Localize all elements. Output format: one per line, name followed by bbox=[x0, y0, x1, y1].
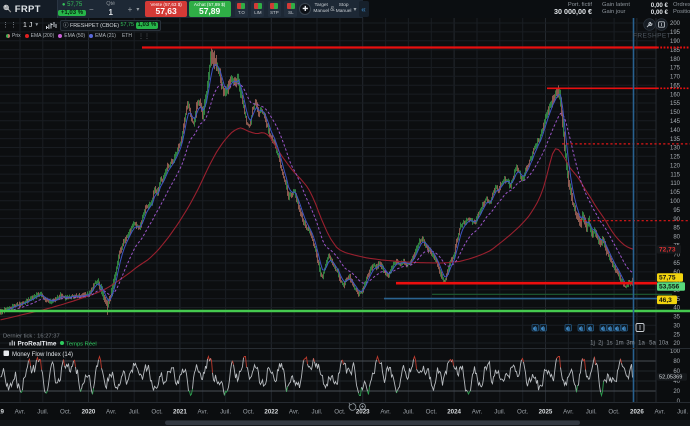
svg-text:Avr.: Avr. bbox=[106, 409, 117, 416]
svg-text:2021: 2021 bbox=[173, 409, 187, 416]
svg-text:Oct.: Oct. bbox=[608, 409, 620, 416]
svg-text:2023: 2023 bbox=[356, 409, 370, 416]
svg-text:Avr.: Avr. bbox=[289, 409, 300, 416]
svg-text:195: 195 bbox=[670, 30, 681, 36]
svg-text:2022: 2022 bbox=[264, 409, 278, 416]
svg-text:53,556: 53,556 bbox=[659, 284, 680, 291]
svg-text:180: 180 bbox=[670, 57, 681, 63]
svg-text:46,3: 46,3 bbox=[659, 297, 672, 304]
svg-text:1j: 1j bbox=[590, 341, 595, 347]
svg-text:60: 60 bbox=[673, 369, 680, 375]
svg-text:Oct.: Oct. bbox=[151, 409, 163, 416]
svg-text:Juil.: Juil. bbox=[677, 409, 688, 416]
svg-text:170: 170 bbox=[670, 75, 681, 81]
svg-text:Oct.: Oct. bbox=[243, 409, 255, 416]
svg-text:Money Flow Index (14): Money Flow Index (14) bbox=[12, 352, 73, 358]
svg-text:Oct.: Oct. bbox=[426, 409, 438, 416]
svg-text:Temps Réel: Temps Réel bbox=[66, 342, 97, 348]
svg-text:ProRealTime: ProRealTime bbox=[18, 341, 57, 348]
svg-text:1m: 1m bbox=[615, 341, 623, 347]
svg-text:2j: 2j bbox=[598, 341, 603, 347]
svg-text:150: 150 bbox=[670, 110, 681, 116]
svg-text:1a: 1a bbox=[638, 341, 645, 347]
svg-text:30: 30 bbox=[673, 324, 680, 330]
svg-text:2019: 2019 bbox=[0, 409, 5, 416]
svg-text:155: 155 bbox=[670, 101, 681, 107]
svg-text:FRESHPET: FRESHPET bbox=[633, 33, 671, 40]
svg-text:Avr.: Avr. bbox=[380, 409, 391, 416]
svg-text:60: 60 bbox=[673, 270, 680, 276]
svg-text:Oct.: Oct. bbox=[60, 409, 72, 416]
svg-text:Juil.: Juil. bbox=[37, 409, 48, 416]
svg-text:Juil.: Juil. bbox=[494, 409, 505, 416]
svg-text:130: 130 bbox=[670, 146, 681, 152]
svg-text:100: 100 bbox=[670, 349, 681, 355]
svg-text:125: 125 bbox=[670, 155, 681, 161]
svg-text:100: 100 bbox=[670, 199, 681, 205]
svg-text:Juil.: Juil. bbox=[586, 409, 597, 416]
svg-text:105: 105 bbox=[670, 190, 681, 196]
svg-text:Avr.: Avr. bbox=[472, 409, 483, 416]
svg-text:20: 20 bbox=[673, 341, 680, 347]
svg-text:135: 135 bbox=[670, 137, 681, 143]
svg-text:50: 50 bbox=[673, 288, 680, 294]
svg-text:1s: 1s bbox=[606, 341, 612, 347]
svg-text:2025: 2025 bbox=[539, 409, 553, 416]
svg-text:Avr.: Avr. bbox=[198, 409, 209, 416]
svg-text:70: 70 bbox=[673, 252, 680, 258]
svg-text:190: 190 bbox=[670, 39, 681, 45]
svg-text:40: 40 bbox=[673, 379, 680, 385]
svg-text:5a: 5a bbox=[649, 341, 656, 347]
svg-text:80: 80 bbox=[673, 235, 680, 241]
svg-text:85: 85 bbox=[673, 226, 680, 232]
svg-text:165: 165 bbox=[670, 83, 681, 89]
svg-text:52,05369: 52,05369 bbox=[659, 375, 682, 381]
svg-text:140: 140 bbox=[670, 128, 681, 134]
svg-text:2020: 2020 bbox=[82, 409, 96, 416]
svg-text:Avr.: Avr. bbox=[655, 409, 666, 416]
svg-text:35: 35 bbox=[673, 315, 680, 321]
svg-text:175: 175 bbox=[670, 66, 681, 72]
svg-text:2026: 2026 bbox=[630, 409, 644, 416]
svg-text:95: 95 bbox=[673, 208, 680, 214]
svg-text:90: 90 bbox=[673, 217, 680, 223]
svg-text:160: 160 bbox=[670, 92, 681, 98]
svg-text:120: 120 bbox=[670, 163, 681, 169]
svg-text:Dernier tick : 16:27:37: Dernier tick : 16:27:37 bbox=[3, 334, 60, 340]
svg-text:3m: 3m bbox=[626, 341, 634, 347]
svg-text:25: 25 bbox=[673, 332, 680, 338]
svg-text:40: 40 bbox=[673, 306, 680, 312]
svg-text:Juil.: Juil. bbox=[311, 409, 322, 416]
svg-text:185: 185 bbox=[670, 48, 681, 54]
svg-text:Avr.: Avr. bbox=[15, 409, 26, 416]
svg-text:55: 55 bbox=[673, 279, 680, 285]
svg-text:Oct.: Oct. bbox=[517, 409, 529, 416]
svg-text:20: 20 bbox=[673, 389, 680, 395]
svg-text:Avr.: Avr. bbox=[563, 409, 574, 416]
svg-text:Juil.: Juil. bbox=[220, 409, 231, 416]
svg-text:2024: 2024 bbox=[447, 409, 461, 416]
svg-text:Juil.: Juil. bbox=[129, 409, 140, 416]
svg-text:115: 115 bbox=[670, 172, 680, 178]
svg-text:200: 200 bbox=[670, 21, 681, 27]
svg-text:Oct.: Oct. bbox=[334, 409, 346, 416]
svg-text:10a: 10a bbox=[658, 341, 669, 347]
svg-text:80: 80 bbox=[673, 359, 680, 365]
svg-text:65: 65 bbox=[673, 261, 680, 267]
svg-text:72,73: 72,73 bbox=[659, 246, 676, 253]
svg-text:110: 110 bbox=[670, 181, 680, 187]
svg-text:57,75: 57,75 bbox=[659, 275, 676, 282]
svg-text:Juil.: Juil. bbox=[403, 409, 414, 416]
svg-text:145: 145 bbox=[670, 119, 681, 125]
